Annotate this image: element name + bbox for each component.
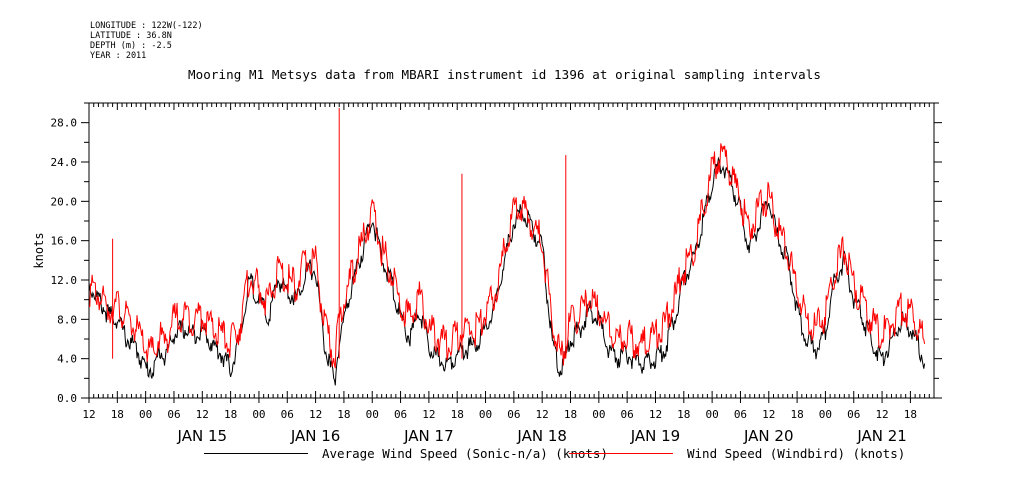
x-tick-label: 00 xyxy=(592,408,605,421)
plot-frame xyxy=(88,102,935,399)
depth-label: DEPTH (m) : -2.5 xyxy=(90,41,172,51)
legend-swatch-windbird xyxy=(569,453,673,454)
y-axis-label: knots xyxy=(32,232,46,268)
x-tick-label: 12 xyxy=(536,408,549,421)
legend-item-windbird: Wind Speed (Windbird) (knots) xyxy=(569,446,905,461)
y-tick-label: 20.0 xyxy=(51,195,78,208)
x-day-label: JAN 18 xyxy=(516,427,567,445)
legend-label-windbird: Wind Speed (Windbird) (knots) xyxy=(687,446,906,461)
x-tick-label: 18 xyxy=(111,408,124,421)
x-tick-label: 18 xyxy=(337,408,350,421)
x-tick-label: 12 xyxy=(196,408,209,421)
x-tick-label: 06 xyxy=(394,408,407,421)
x-tick-label: 12 xyxy=(422,408,435,421)
x-tick-label: 06 xyxy=(847,408,860,421)
y-tick-label: 8.0 xyxy=(57,313,77,326)
x-day-label: JAN 16 xyxy=(290,427,341,445)
y-tick-label: 4.0 xyxy=(57,353,77,366)
x-day-label: JAN 21 xyxy=(856,427,907,445)
x-tick-label: 12 xyxy=(82,408,95,421)
latitude-label: LATITUDE : 36.8N xyxy=(90,31,172,41)
x-tick-label: 06 xyxy=(167,408,180,421)
x-tick-label: 00 xyxy=(252,408,265,421)
x-tick-label: 18 xyxy=(564,408,577,421)
y-tick-label: 16.0 xyxy=(51,235,78,248)
x-tick-label: 00 xyxy=(139,408,152,421)
x-day-label: JAN 17 xyxy=(403,427,454,445)
x-tick-label: 00 xyxy=(819,408,832,421)
x-tick-label: 06 xyxy=(507,408,520,421)
x-day-label: JAN 15 xyxy=(177,427,228,445)
y-tick-label: 12.0 xyxy=(51,274,78,287)
longitude-label: LONGITUDE : 122W(-122) xyxy=(90,21,203,31)
legend-swatch-sonic xyxy=(204,453,308,454)
year-label: YEAR : 2011 xyxy=(90,51,147,61)
x-tick-label: 00 xyxy=(479,408,492,421)
x-tick-label: 18 xyxy=(904,408,917,421)
legend-label-sonic: Average Wind Speed (Sonic-n/a) (knots) xyxy=(322,446,608,461)
legend-item-sonic: Average Wind Speed (Sonic-n/a) (knots) xyxy=(204,446,608,461)
x-tick-label: 00 xyxy=(366,408,379,421)
x-tick-label: 06 xyxy=(734,408,747,421)
series-windbird xyxy=(88,143,926,369)
series-sonic xyxy=(88,156,926,386)
x-tick-label: 18 xyxy=(224,408,237,421)
x-tick-label: 12 xyxy=(875,408,888,421)
x-tick-label: 06 xyxy=(621,408,634,421)
x-tick-label: 18 xyxy=(451,408,464,421)
y-tick-label: 24.0 xyxy=(51,156,78,169)
y-tick-label: 0.0 xyxy=(57,392,77,405)
series-line xyxy=(88,156,926,386)
x-tick-label: 12 xyxy=(649,408,662,421)
x-tick-label: 18 xyxy=(790,408,803,421)
y-tick-label: 28.0 xyxy=(51,117,78,130)
x-day-label: JAN 19 xyxy=(630,427,681,445)
metadata-block: LONGITUDE : 122W(-122) LATITUDE : 36.8N … xyxy=(90,21,203,61)
x-tick-label: 06 xyxy=(281,408,294,421)
x-tick-label: 12 xyxy=(309,408,322,421)
x-day-label: JAN 20 xyxy=(743,427,794,445)
x-tick-label: 18 xyxy=(677,408,690,421)
legend: Average Wind Speed (Sonic-n/a) (knots) W… xyxy=(0,446,1009,462)
series-line xyxy=(88,143,926,369)
chart-title: Mooring M1 Metsys data from MBARI instru… xyxy=(188,67,821,82)
x-tick-label: 00 xyxy=(706,408,719,421)
x-tick-label: 12 xyxy=(762,408,775,421)
